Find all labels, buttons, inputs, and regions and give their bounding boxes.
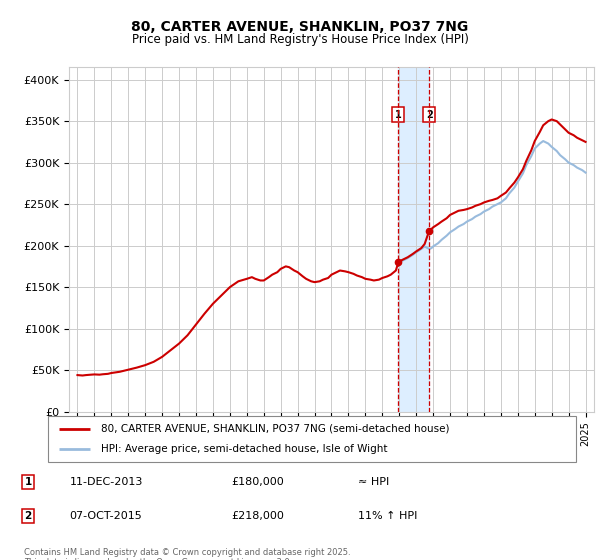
Text: £180,000: £180,000 — [231, 477, 284, 487]
Bar — [398, 67, 429, 412]
Text: Contains HM Land Registry data © Crown copyright and database right 2025.
This d: Contains HM Land Registry data © Crown c… — [24, 548, 350, 560]
Text: 07-OCT-2015: 07-OCT-2015 — [70, 511, 142, 521]
Text: 80, CARTER AVENUE, SHANKLIN, PO37 7NG (semi-detached house): 80, CARTER AVENUE, SHANKLIN, PO37 7NG (s… — [101, 424, 449, 434]
Text: 11-DEC-2013: 11-DEC-2013 — [70, 477, 143, 487]
Text: HPI: Average price, semi-detached house, Isle of Wight: HPI: Average price, semi-detached house,… — [101, 444, 388, 454]
Text: Price paid vs. HM Land Registry's House Price Index (HPI): Price paid vs. HM Land Registry's House … — [131, 32, 469, 46]
Text: 1: 1 — [25, 477, 32, 487]
Text: £218,000: £218,000 — [231, 511, 284, 521]
Text: 2: 2 — [426, 110, 433, 119]
Text: 1: 1 — [395, 110, 402, 119]
Text: ≈ HPI: ≈ HPI — [358, 477, 389, 487]
Text: 2: 2 — [25, 511, 32, 521]
Text: 11% ↑ HPI: 11% ↑ HPI — [358, 511, 417, 521]
Text: 80, CARTER AVENUE, SHANKLIN, PO37 7NG: 80, CARTER AVENUE, SHANKLIN, PO37 7NG — [131, 20, 469, 34]
